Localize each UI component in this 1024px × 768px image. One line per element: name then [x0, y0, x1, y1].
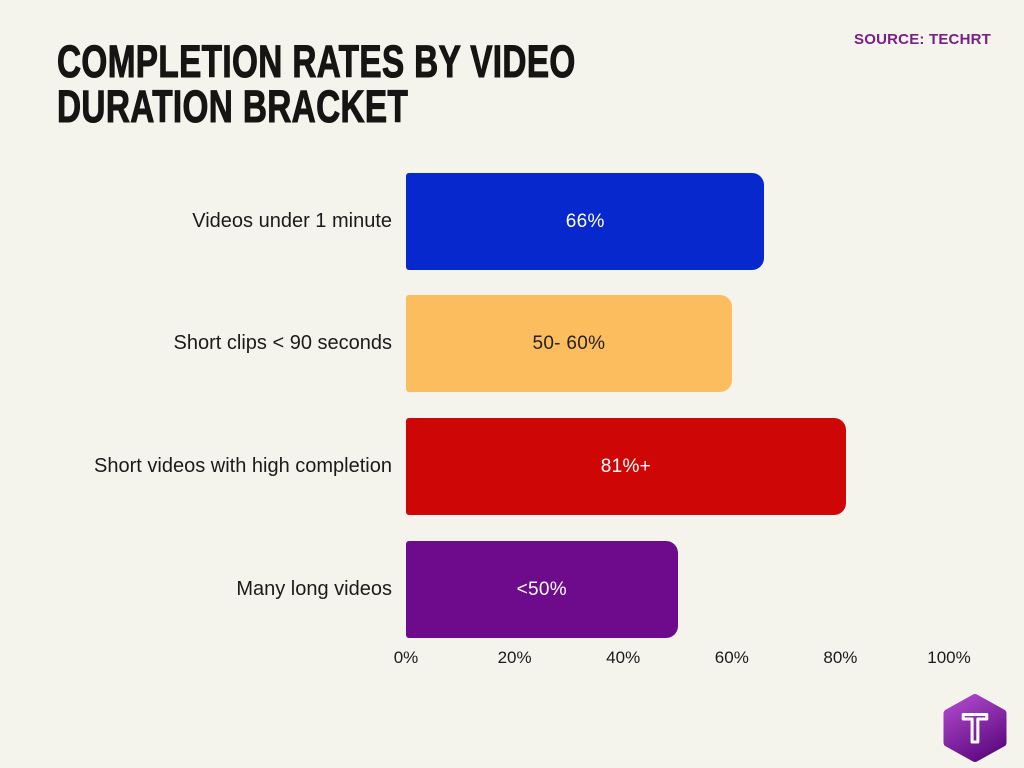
x-axis-tick: 40%: [606, 648, 641, 667]
x-axis-tick: 100%: [927, 648, 971, 667]
bar-row: Short clips < 90 seconds 50- 60%: [0, 295, 1024, 392]
brand-logo: T: [943, 694, 1007, 762]
hexagon-shape: [943, 694, 1007, 762]
logo-letter-t-icon: T: [963, 707, 987, 751]
bar-row: Many long videos <50%: [0, 541, 1024, 638]
category-label: Videos under 1 minute: [192, 210, 392, 232]
bar-segment: 66%: [406, 173, 765, 270]
bar-segment: <50%: [406, 541, 678, 638]
x-axis-tick: 0%: [393, 648, 419, 667]
bar-segment: 50- 60%: [406, 295, 732, 392]
category-label: Short videos with high completion: [94, 455, 392, 477]
x-axis-tick: 80%: [823, 648, 858, 667]
bar-row: Short videos with high completion 81%+: [0, 418, 1024, 515]
category-label: Short clips < 90 seconds: [173, 332, 392, 354]
x-axis-tick: 20%: [497, 648, 532, 667]
bar-segment: 81%+: [406, 418, 846, 515]
source-label: SOURCE: TECHRT: [854, 31, 991, 48]
category-label: Many long videos: [236, 578, 392, 600]
bar-value-label: 66%: [565, 210, 605, 232]
bar-value-label: 50- 60%: [532, 332, 606, 354]
bar-row: Videos under 1 minute 66%: [0, 173, 1024, 270]
x-axis-tick: 60%: [714, 648, 749, 667]
bar-value-label: 81%+: [600, 455, 652, 477]
page-title: COMPLETION RATES BY VIDEO DURATION BRACK…: [57, 36, 576, 132]
bar-value-label: <50%: [516, 578, 567, 600]
